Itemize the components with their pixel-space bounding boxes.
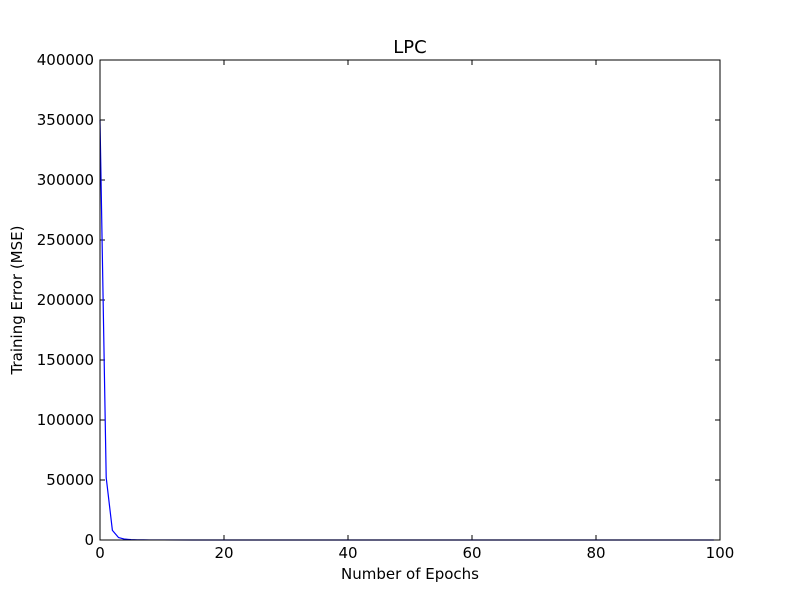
x-tick-label: 0 bbox=[95, 544, 105, 562]
x-tick-label: 40 bbox=[338, 544, 357, 562]
y-tick-label: 250000 bbox=[37, 231, 94, 249]
y-tick-label: 50000 bbox=[46, 471, 94, 489]
labels-layer: 0 20 40 60 80 100 0 50000 100000 150000 200000 2500… bbox=[37, 51, 735, 562]
y-tick-label: 150000 bbox=[37, 351, 94, 369]
chart-title: LPC bbox=[393, 37, 426, 58]
plot-area bbox=[100, 60, 720, 540]
y-tick-label: 350000 bbox=[37, 111, 94, 129]
plot-frame bbox=[99, 59, 721, 541]
y-tick-label: 200000 bbox=[37, 291, 94, 309]
y-axis-title: Training Error (MSE) bbox=[8, 226, 26, 376]
x-axis-title: Number of Epochs bbox=[341, 565, 479, 583]
x-tick-label: 80 bbox=[586, 544, 605, 562]
y-tick-label: 100000 bbox=[37, 411, 94, 429]
x-tick-label: 100 bbox=[706, 544, 735, 562]
y-tick-label: 400000 bbox=[37, 51, 94, 69]
x-tick-label: 20 bbox=[214, 544, 233, 562]
x-tick-label: 60 bbox=[462, 544, 481, 562]
y-tick-label: 300000 bbox=[37, 171, 94, 189]
y-tick-label: 0 bbox=[84, 531, 94, 549]
